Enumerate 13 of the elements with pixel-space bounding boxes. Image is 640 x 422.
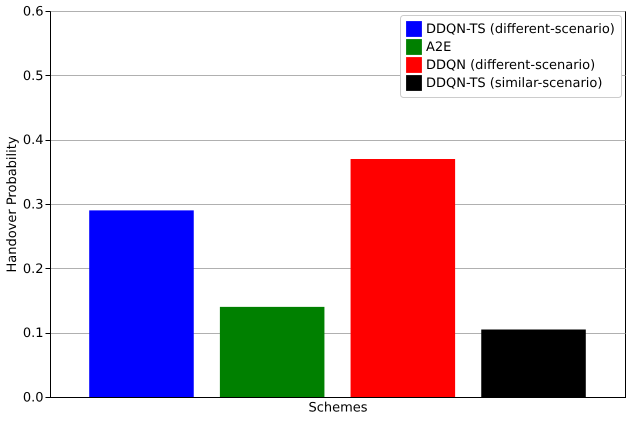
y-tick-label: 0.4: [22, 133, 44, 148]
legend-label: DDQN-TS (different-scenario): [426, 22, 615, 37]
legend-label: DDQN (different-scenario): [426, 58, 596, 73]
legend-label: DDQN-TS (similar-scenario): [426, 76, 602, 91]
y-tick-label: 0.5: [22, 68, 44, 84]
y-tick-label: 0.1: [22, 326, 44, 342]
x-axis-title: Schemes: [308, 400, 368, 416]
legend-label: A2E: [426, 40, 452, 55]
y-axis-title: Handover Probability: [4, 136, 20, 273]
y-tick-label: 0.3: [22, 198, 44, 212]
y-tick-label: 0.0: [22, 390, 44, 406]
y-tick-label: 0.2: [22, 262, 44, 277]
y-tick-label: 0.6: [22, 4, 44, 20]
